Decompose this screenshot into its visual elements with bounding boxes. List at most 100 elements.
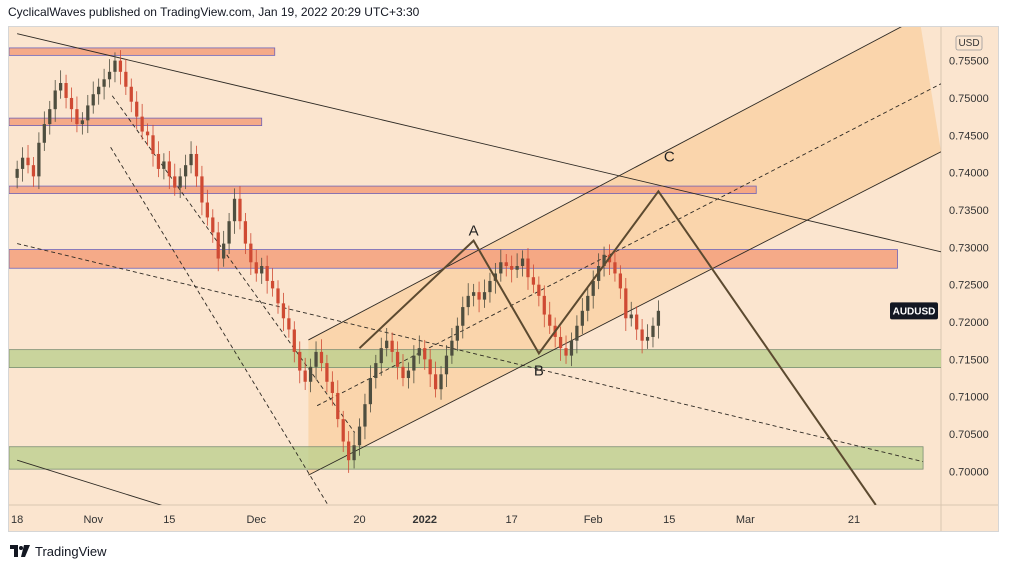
candle-body[interactable] (238, 198, 242, 222)
chart-panel[interactable]: A B C USD 0.75500 0.75000 0.74500 0.74000 0.735… (8, 26, 999, 532)
candle-body[interactable] (477, 292, 481, 300)
candle-body[interactable] (417, 348, 421, 356)
candle-body[interactable] (401, 366, 405, 379)
candle-body[interactable] (602, 254, 606, 266)
candle-body[interactable] (325, 363, 329, 382)
candle-body[interactable] (531, 277, 536, 285)
candle-body[interactable] (575, 325, 579, 341)
candle-body[interactable] (113, 60, 117, 72)
candle-body[interactable] (97, 86, 101, 95)
candle-body[interactable] (613, 262, 617, 274)
candle-body[interactable] (461, 307, 465, 326)
candle-body[interactable] (624, 288, 628, 319)
candle-body[interactable] (586, 295, 590, 311)
trendline-4[interactable] (308, 27, 919, 341)
author-name[interactable]: CyclicalWaves (8, 5, 86, 19)
candle-body[interactable] (107, 71, 112, 80)
candle-body[interactable] (270, 280, 275, 289)
candle-body[interactable] (635, 314, 639, 330)
support-zone-5[interactable] (9, 349, 946, 368)
candle-body[interactable] (569, 340, 574, 356)
support-zone-6[interactable] (9, 446, 924, 470)
candle-body[interactable] (260, 266, 264, 274)
candle-body[interactable] (216, 232, 220, 259)
candle-body[interactable] (298, 351, 302, 371)
candle-body[interactable] (368, 378, 373, 405)
candle-body[interactable] (439, 374, 443, 390)
candle-body[interactable] (488, 280, 492, 293)
candle-body[interactable] (347, 441, 351, 461)
candle-body[interactable] (330, 381, 334, 393)
trendline-7[interactable] (111, 95, 355, 433)
candle-body[interactable] (444, 355, 449, 375)
candle-body[interactable] (183, 165, 188, 177)
candle-body[interactable] (75, 109, 79, 125)
candle-body[interactable] (450, 340, 454, 356)
candle-body[interactable] (352, 445, 356, 461)
candle-body[interactable] (31, 165, 36, 177)
candle-body[interactable] (129, 86, 133, 102)
trendline-5[interactable] (316, 83, 941, 407)
candle-body[interactable] (466, 295, 470, 308)
candle-body[interactable] (341, 419, 345, 442)
candle-body[interactable] (406, 370, 411, 379)
candle-body[interactable] (428, 359, 432, 375)
candle-body[interactable] (629, 314, 633, 319)
candle-body[interactable] (390, 340, 394, 352)
symbol-tag[interactable] (890, 302, 938, 320)
candle-body[interactable] (162, 161, 166, 169)
trendline-6[interactable] (17, 243, 924, 463)
resistance-zone-2[interactable] (9, 117, 263, 126)
candle-body[interactable] (64, 83, 68, 98)
candle-body[interactable] (303, 370, 307, 382)
candle-body[interactable] (80, 120, 84, 125)
candle-body[interactable] (48, 109, 52, 125)
candle-body[interactable] (482, 292, 487, 300)
candle-body[interactable] (20, 157, 25, 169)
candle-body[interactable] (412, 355, 416, 371)
candle-body[interactable] (227, 221, 231, 244)
candle-body[interactable] (37, 142, 41, 177)
candle-body[interactable] (243, 221, 248, 244)
candle-body[interactable] (455, 325, 459, 341)
candle-body[interactable] (211, 217, 215, 233)
candle-body[interactable] (656, 310, 661, 326)
candle-body[interactable] (433, 374, 438, 390)
candle-body[interactable] (645, 336, 650, 341)
candle-body[interactable] (124, 71, 128, 87)
candle-body[interactable] (249, 243, 253, 263)
resistance-zone-1[interactable] (9, 47, 276, 56)
candle-body[interactable] (178, 176, 182, 188)
candle-body[interactable] (520, 258, 525, 266)
projected-wave-path[interactable] (358, 189, 877, 505)
trendline-1[interactable] (17, 33, 941, 253)
candle-body[interactable] (276, 288, 280, 304)
candle-body[interactable] (591, 280, 595, 296)
candle-body[interactable] (26, 157, 30, 166)
candle-body[interactable] (336, 392, 340, 420)
candle-body[interactable] (379, 348, 383, 364)
candle-body[interactable] (91, 94, 95, 106)
plot-area[interactable] (9, 27, 946, 531)
candle-body[interactable] (472, 292, 476, 296)
candle-body[interactable] (69, 97, 74, 110)
candle-body[interactable] (102, 79, 106, 87)
candle-body[interactable] (265, 266, 269, 281)
candle-body[interactable] (314, 351, 318, 367)
tradingview-brand[interactable]: TradingView (35, 543, 107, 559)
candle-body[interactable] (205, 202, 209, 218)
candle-body[interactable] (385, 340, 389, 349)
candle-body[interactable] (374, 363, 378, 379)
candle-body[interactable] (42, 124, 46, 143)
candle-body[interactable] (504, 262, 508, 266)
candle-body[interactable] (548, 314, 552, 326)
candle-body[interactable] (135, 101, 139, 117)
candle-body[interactable] (118, 60, 123, 72)
candle-body[interactable] (53, 90, 57, 110)
candle-body[interactable] (292, 329, 296, 352)
candle-body[interactable] (156, 153, 161, 169)
candle-body[interactable] (140, 116, 144, 132)
candle-body[interactable] (145, 131, 150, 136)
candle-body[interactable] (173, 176, 177, 188)
candle-body[interactable] (618, 273, 623, 289)
